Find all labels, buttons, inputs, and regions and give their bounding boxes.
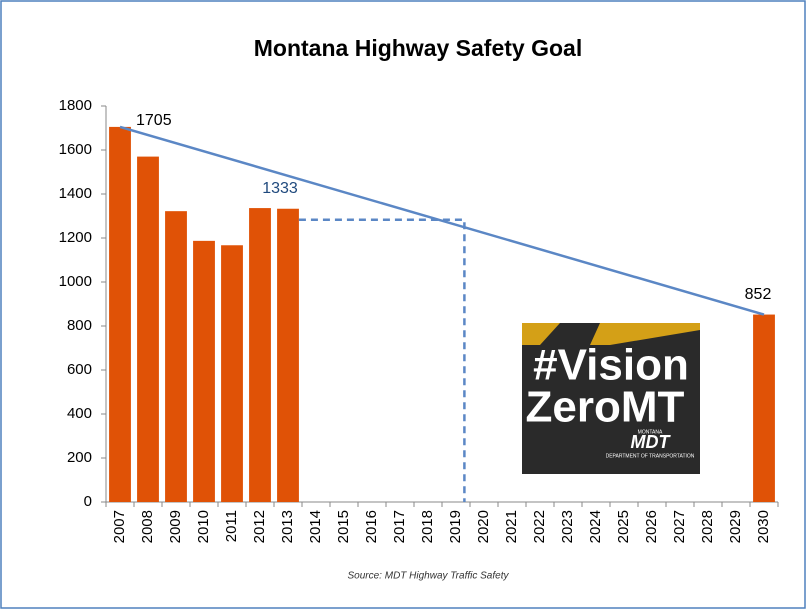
x-tick-label: 2028 [699,510,716,543]
x-tick-label: 2023 [559,510,576,543]
bar [109,126,131,503]
y-tick-label: 800 [67,317,92,334]
logo-text: DEPARTMENT OF TRANSPORTATION [606,453,695,459]
bar [753,314,775,502]
bar [249,208,271,502]
bar [193,240,215,503]
bar [221,245,243,502]
y-tick-label: 0 [84,493,92,510]
value-label: 1705 [136,112,172,129]
y-tick-label: 1600 [59,141,92,158]
x-tick-label: 2015 [335,510,352,543]
logo-background [522,323,700,474]
x-tick-label: 2018 [419,510,436,543]
bar [137,156,159,502]
y-tick-label: 1200 [59,229,92,246]
logo-stripe [590,323,700,345]
x-tick-label: 2013 [279,510,296,543]
y-tick-label: 600 [67,361,92,378]
goal-line [119,125,765,316]
value-label: 852 [745,286,772,303]
source-note: Source: MDT Highway Traffic Safety [348,571,510,582]
value-label: 1333 [262,180,298,197]
bar [277,208,299,503]
x-tick-label: 2021 [503,510,520,543]
y-tick-label: 1000 [59,273,92,290]
x-tick-label: 2022 [531,510,548,543]
chart-title: Montana Highway Safety Goal [254,35,582,61]
y-tick-label: 1800 [59,97,92,114]
x-tick-label: 2027 [671,510,688,543]
bar [165,211,187,502]
x-tick-label: 2025 [615,510,632,543]
x-tick-label: 2012 [251,510,268,543]
x-tick-label: 2010 [195,510,212,543]
x-tick-label: 2017 [391,510,408,543]
x-tick-label: 2011 [223,510,240,542]
x-tick-label: 2019 [447,510,464,543]
x-tick-label: 2030 [755,510,772,543]
x-tick-label: 2007 [111,510,128,543]
x-tick-label: 2024 [587,510,604,543]
logo-text: MONTANA [638,429,663,435]
logo: #Vision ZeroMT MONTANA MDT DEPARTMENT OF… [522,323,700,474]
x-tick-label: 2020 [475,510,492,543]
x-tick-label: 2014 [307,510,324,543]
y-tick-label: 1400 [59,185,92,202]
x-tick-label: 2029 [727,510,744,543]
logo-text: #Vision [533,341,689,390]
x-tick-label: 2016 [363,510,380,543]
y-tick-label: 200 [67,449,92,466]
x-tick-label: 2008 [139,510,156,543]
y-tick-label: 400 [67,405,92,422]
logo-stripe [522,323,560,345]
x-tick-label: 2009 [167,510,184,543]
logo-text: MDT [631,432,672,452]
x-tick-label: 2026 [643,510,660,543]
logo-text: ZeroMT [526,383,685,432]
guide-line [298,218,466,502]
